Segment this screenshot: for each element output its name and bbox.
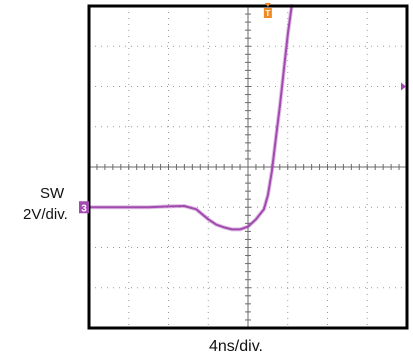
- channel-marker-label: 3: [81, 203, 87, 214]
- channel-marker: [79, 201, 89, 214]
- grid: [89, 6, 407, 328]
- channel-name-label: SW: [40, 185, 65, 202]
- sw-trace: [88, 5, 293, 231]
- vertical-scale-label: 2V/div.: [23, 206, 68, 223]
- scope-frame: [87, 4, 409, 330]
- trace-layer: [87, 4, 294, 232]
- trigger-marker-label: T: [265, 9, 270, 18]
- trigger-arrow: [264, 3, 271, 7]
- horizontal-scale-label: 4ns/div.: [209, 338, 263, 355]
- trigger-marker: [263, 8, 272, 18]
- marker-layer: 3T: [79, 3, 406, 214]
- trigger-level-arrow: [401, 82, 406, 91]
